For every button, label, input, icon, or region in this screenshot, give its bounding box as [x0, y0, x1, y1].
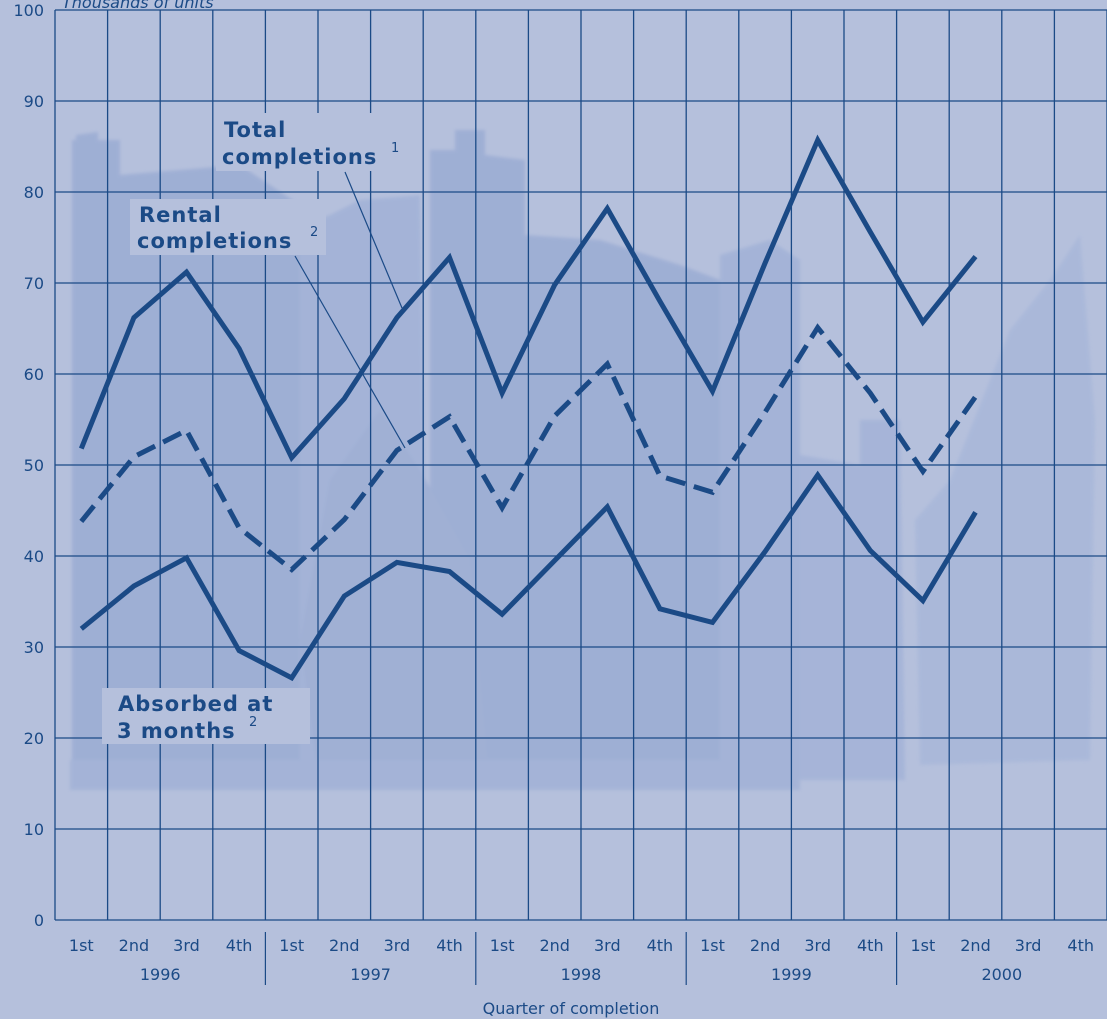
- x-tick-label: 1st: [69, 936, 94, 955]
- y-tick-label: 90: [24, 92, 44, 111]
- x-tick-label: 1st: [700, 936, 725, 955]
- annotation-absorbed: Absorbed at 3 months 2: [102, 688, 310, 744]
- x-tick-label: 3rd: [804, 936, 831, 955]
- annotation-absorbed-line2: 3 months: [117, 719, 236, 743]
- y-tick-label: 10: [24, 820, 44, 839]
- annotation-total-line2: completions: [222, 145, 377, 169]
- annotation-rental-footnote: 2: [310, 225, 318, 240]
- grid: [54, 9, 1107, 921]
- y-tick-label: 0: [34, 911, 44, 930]
- annotation-rental-completions: Rental completions 2: [130, 199, 406, 449]
- x-tick-label: 1st: [911, 936, 936, 955]
- x-tick-label: 4th: [436, 936, 463, 955]
- year-label: 1998: [561, 965, 602, 984]
- x-tick-label: 1st: [279, 936, 304, 955]
- y-tick-label: 60: [24, 365, 44, 384]
- x-tick-label: 4th: [857, 936, 884, 955]
- x-axis-label: Quarter of completion: [483, 999, 660, 1018]
- x-tick-label: 4th: [226, 936, 253, 955]
- annotation-box-absorbed: [102, 688, 310, 744]
- x-tick-label: 1st: [490, 936, 515, 955]
- year-label: 1997: [350, 965, 391, 984]
- leader-line-rental: [294, 255, 406, 449]
- x-tick-label: 2nd: [750, 936, 780, 955]
- x-tick-label: 3rd: [594, 936, 621, 955]
- y-tick-label: 20: [24, 729, 44, 748]
- y-tick-label: 40: [24, 547, 44, 566]
- year-label: 2000: [981, 965, 1022, 984]
- series-layer: [78, 134, 978, 682]
- y-tick-label: 70: [24, 274, 44, 293]
- y-axis-label: Thousands of units: [62, 0, 214, 12]
- leader-line-total: [344, 171, 403, 309]
- x-tick-label: 4th: [647, 936, 674, 955]
- series-line-1: [79, 323, 978, 573]
- y-tick-label: 30: [24, 638, 44, 657]
- annotation-total-footnote: 1: [391, 141, 399, 156]
- y-tick-label: 80: [24, 183, 44, 202]
- annotation-absorbed-footnote: 2: [249, 715, 257, 730]
- annotation-box-rental: [130, 199, 326, 255]
- x-tick-label: 2nd: [119, 936, 149, 955]
- annotation-absorbed-line1: Absorbed at: [118, 692, 273, 716]
- axes: 0 10 20 30 40 50 60 70 80 90 100 1st 2nd 3rd 4th 1st 2nd…: [13, 1, 1094, 985]
- y-tick-label: 100: [13, 1, 44, 20]
- annotation-box-total: [216, 113, 402, 171]
- x-tick-label: 3rd: [1015, 936, 1042, 955]
- x-tick-label: 2nd: [539, 936, 569, 955]
- y-tick-label: 50: [24, 456, 44, 475]
- year-label: 1999: [771, 965, 812, 984]
- x-tick-label: 4th: [1067, 936, 1094, 955]
- series-line-2: [79, 470, 978, 682]
- x-tick-label: 3rd: [384, 936, 411, 955]
- x-tick-label: 3rd: [173, 936, 200, 955]
- year-label: 1996: [140, 965, 181, 984]
- annotation-total-line1: Total: [224, 118, 286, 142]
- x-tick-label: 2nd: [329, 936, 359, 955]
- background-illustration: [70, 130, 1095, 790]
- annotation-total-completions: Total completions 1: [216, 113, 403, 309]
- annotation-rental-line1: Rental: [139, 203, 222, 227]
- x-tick-label: 2nd: [960, 936, 990, 955]
- annotation-rental-line2: completions: [137, 229, 292, 253]
- series-line-0: [78, 134, 978, 463]
